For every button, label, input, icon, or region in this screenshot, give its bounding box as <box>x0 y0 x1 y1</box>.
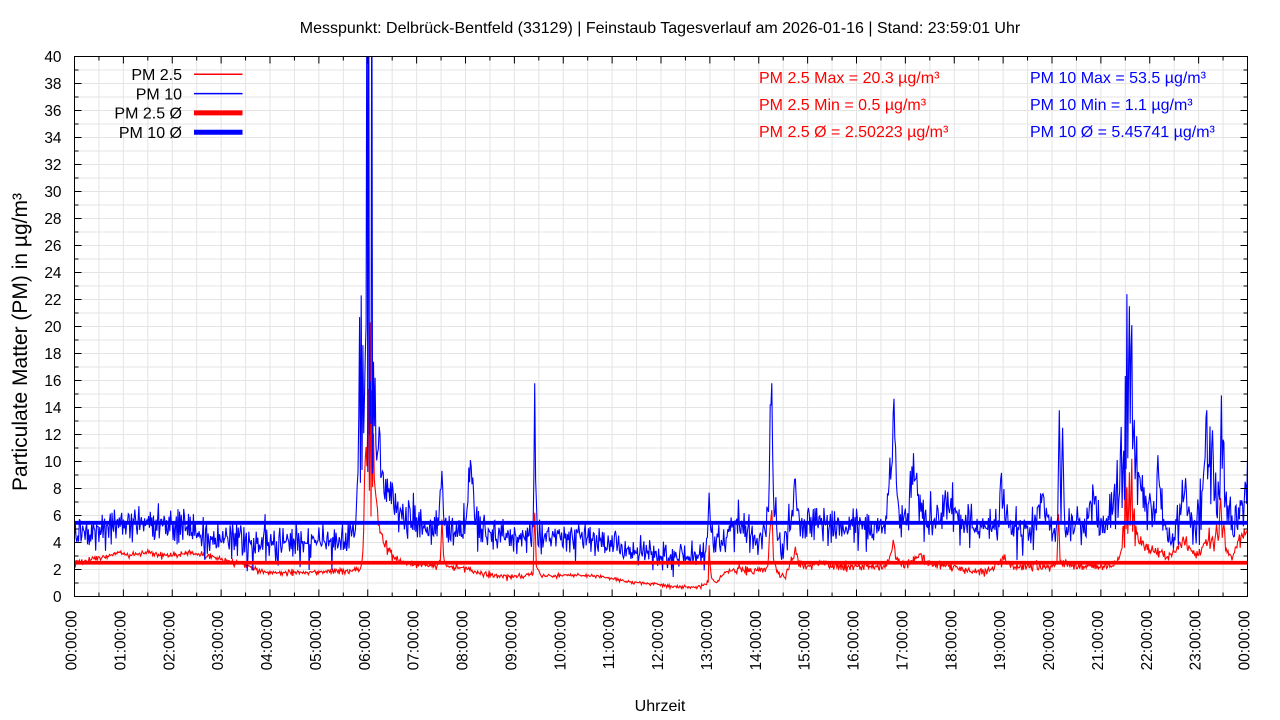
svg-text:00:00:00: 00:00:00 <box>1237 611 1254 671</box>
svg-text:00:00:00: 00:00:00 <box>64 611 81 671</box>
svg-text:22: 22 <box>44 292 61 309</box>
svg-text:PM 10 Ø: PM 10 Ø <box>119 125 182 142</box>
svg-text:24: 24 <box>44 265 62 282</box>
svg-text:22:00:00: 22:00:00 <box>1139 611 1156 671</box>
svg-text:PM 10: PM 10 <box>136 86 182 103</box>
svg-text:13:00:00: 13:00:00 <box>699 611 716 671</box>
svg-text:01:00:00: 01:00:00 <box>112 611 129 671</box>
svg-text:PM 2.5: PM 2.5 <box>131 67 182 84</box>
svg-text:4: 4 <box>53 535 62 552</box>
svg-text:21:00:00: 21:00:00 <box>1090 611 1107 671</box>
svg-text:18:00:00: 18:00:00 <box>943 611 960 671</box>
svg-text:10: 10 <box>44 454 61 471</box>
svg-text:04:00:00: 04:00:00 <box>259 611 276 671</box>
svg-text:PM 10 Ø = 5.45741 µg/m³: PM 10 Ø = 5.45741 µg/m³ <box>1030 124 1216 141</box>
svg-text:2: 2 <box>53 562 62 579</box>
svg-text:02:00:00: 02:00:00 <box>161 611 178 671</box>
svg-text:06:00:00: 06:00:00 <box>357 611 374 671</box>
svg-text:PM 2.5 Min = 0.5 µg/m³: PM 2.5 Min = 0.5 µg/m³ <box>759 97 927 114</box>
svg-text:14: 14 <box>44 400 62 417</box>
svg-text:20:00:00: 20:00:00 <box>1041 611 1058 671</box>
svg-text:30: 30 <box>44 184 61 201</box>
svg-text:10:00:00: 10:00:00 <box>552 611 569 671</box>
svg-text:40: 40 <box>44 49 61 66</box>
svg-text:Messpunkt: Delbrück-Bentfeld (: Messpunkt: Delbrück-Bentfeld (33129) | F… <box>300 20 1021 37</box>
svg-text:07:00:00: 07:00:00 <box>406 611 423 671</box>
svg-text:26: 26 <box>44 238 61 255</box>
svg-text:12:00:00: 12:00:00 <box>650 611 667 671</box>
svg-text:6: 6 <box>53 508 62 525</box>
svg-text:Uhrzeit: Uhrzeit <box>635 698 686 715</box>
svg-text:20: 20 <box>44 319 61 336</box>
svg-text:03:00:00: 03:00:00 <box>210 611 227 671</box>
svg-text:38: 38 <box>44 76 61 93</box>
svg-text:PM 2.5 Max = 20.3 µg/m³: PM 2.5 Max = 20.3 µg/m³ <box>759 70 940 87</box>
svg-text:PM 10 Min = 1.1 µg/m³: PM 10 Min = 1.1 µg/m³ <box>1030 97 1193 114</box>
svg-text:15:00:00: 15:00:00 <box>797 611 814 671</box>
svg-text:PM 2.5 Ø: PM 2.5 Ø <box>114 106 182 123</box>
svg-text:36: 36 <box>44 103 61 120</box>
svg-text:05:00:00: 05:00:00 <box>308 611 325 671</box>
svg-text:08:00:00: 08:00:00 <box>455 611 472 671</box>
svg-text:12: 12 <box>44 427 61 444</box>
svg-text:16: 16 <box>44 373 61 390</box>
svg-text:18: 18 <box>44 346 61 363</box>
svg-text:34: 34 <box>44 130 62 147</box>
svg-text:28: 28 <box>44 211 61 228</box>
svg-text:14:00:00: 14:00:00 <box>748 611 765 671</box>
svg-text:09:00:00: 09:00:00 <box>503 611 520 671</box>
svg-text:19:00:00: 19:00:00 <box>992 611 1009 671</box>
svg-text:11:00:00: 11:00:00 <box>601 611 618 670</box>
svg-text:8: 8 <box>53 481 62 498</box>
svg-text:16:00:00: 16:00:00 <box>846 611 863 671</box>
svg-text:17:00:00: 17:00:00 <box>894 611 911 671</box>
svg-text:PM 2.5 Ø = 2.50223 µg/m³: PM 2.5 Ø = 2.50223 µg/m³ <box>759 124 949 141</box>
svg-text:Particulate Matter (PM) in µg/: Particulate Matter (PM) in µg/m³ <box>9 193 32 491</box>
svg-text:32: 32 <box>44 157 61 174</box>
svg-text:0: 0 <box>53 589 62 606</box>
svg-text:PM 10 Max = 53.5 µg/m³: PM 10 Max = 53.5 µg/m³ <box>1030 70 1207 87</box>
svg-text:23:00:00: 23:00:00 <box>1188 611 1205 671</box>
